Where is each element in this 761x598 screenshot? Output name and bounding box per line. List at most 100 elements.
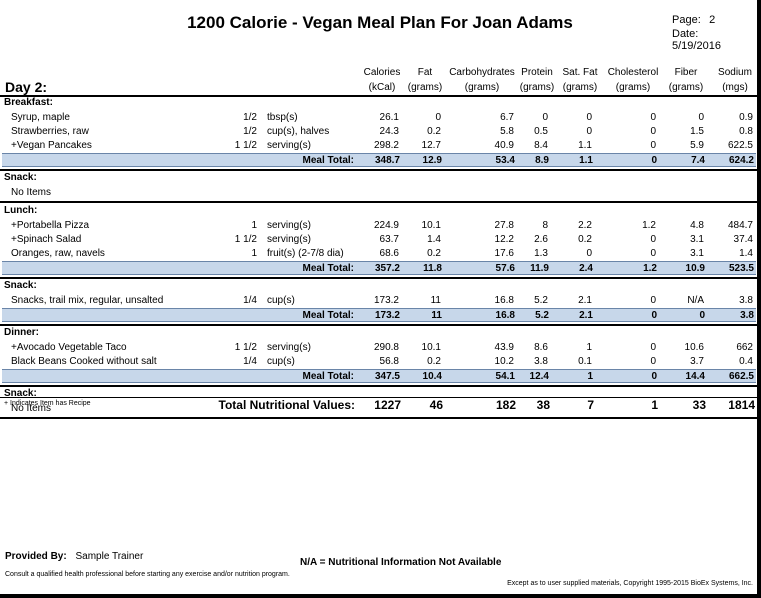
food-quantity: 1/2 (243, 126, 257, 137)
food-value: 10.6 (684, 342, 704, 353)
food-value: 56.8 (379, 356, 399, 367)
provided-value: Sample Trainer (75, 551, 144, 562)
column-header: Calories (kCal) (342, 65, 422, 95)
na-note: N/A = Nutritional Information Not Availa… (300, 557, 502, 568)
food-value: 0.2 (427, 356, 441, 367)
food-value: 68.6 (379, 248, 399, 259)
food-value: 3.7 (690, 356, 704, 367)
meal-section-label: Lunch: (4, 205, 38, 216)
food-item-row: +Portabella Pizza 1 serving(s) 224.9 10.1 27.… (0, 219, 757, 233)
column-header-top: Fat (417, 67, 433, 78)
meal-total-value: 1.2 (643, 263, 657, 274)
food-name: +Portabella Pizza (11, 220, 90, 231)
food-value: 0.8 (739, 126, 753, 137)
column-header-top: Carbohydrates (449, 67, 515, 78)
food-name: Snacks, trail mix, regular, unsalted (11, 295, 164, 306)
date-value: 5/19/2016 (672, 40, 721, 52)
meal-total-value: 2.1 (579, 310, 593, 321)
food-unit: cup(s) (267, 356, 295, 367)
meal-total-row: Meal Total: 173.2 11 16.8 5.2 2.1 0 0 3.8 (2, 308, 756, 322)
meal-total-value: 57.6 (495, 263, 515, 274)
food-quantity: 1 (251, 220, 257, 231)
page-value: 2 (709, 14, 716, 26)
food-value: 2.6 (534, 234, 548, 245)
meal-total-label: Meal Total: (302, 155, 354, 166)
meal-total-label: Meal Total: (302, 371, 354, 382)
food-value: 0 (650, 234, 656, 245)
food-quantity: 1 1/2 (234, 342, 257, 353)
food-value: 0.2 (427, 248, 441, 259)
food-value: 290.8 (373, 342, 399, 353)
column-header-unit: (grams) (519, 82, 555, 93)
food-value: 0.9 (739, 112, 753, 123)
food-value: 3.1 (690, 234, 704, 245)
food-value: 662 (736, 342, 753, 353)
food-value: 0 (586, 126, 592, 137)
meal-total-value: 16.8 (495, 310, 515, 321)
food-value: 2.1 (578, 295, 592, 306)
divider (0, 95, 757, 97)
meal-total-row: Meal Total: 347.5 10.4 54.1 12.4 1 0 14.4 662.5 (2, 369, 756, 383)
column-header-top: Protein (521, 67, 553, 78)
divider (0, 324, 757, 326)
divider (0, 201, 757, 203)
food-value: 17.6 (494, 248, 514, 259)
page-title: 1200 Calorie - Vegan Meal Plan For Joan … (187, 13, 573, 32)
food-value: 5.2 (534, 295, 548, 306)
food-value: 1.4 (427, 234, 441, 245)
food-unit: serving(s) (267, 220, 311, 231)
food-quantity: 1/4 (243, 356, 257, 367)
food-value: 24.3 (379, 126, 399, 137)
grand-total-value: 1 (651, 398, 658, 412)
food-quantity: 1/2 (243, 112, 257, 123)
divider (0, 169, 757, 171)
food-item-row: +Spinach Salad 1 1/2 serving(s) 63.7 1.4 12.2… (0, 233, 757, 247)
food-value: 37.4 (733, 234, 753, 245)
food-unit: fruit(s) (2-7/8 dia) (267, 248, 344, 259)
meal-total-value: 624.2 (728, 155, 754, 166)
food-value: 5.9 (690, 140, 704, 151)
meal-total-value: 5.2 (535, 310, 549, 321)
food-unit: cup(s), halves (267, 126, 330, 137)
food-value: 1.1 (578, 140, 592, 151)
column-header-top: Calories (363, 67, 401, 78)
copyright-note: Except as to user supplied materials, Co… (507, 580, 753, 587)
column-header-unit: (grams) (668, 82, 704, 93)
column-header-unit: (grams) (407, 82, 443, 93)
food-value: 3.8 (739, 295, 753, 306)
food-name: +Spinach Salad (11, 234, 82, 245)
food-value: 12.7 (421, 140, 441, 151)
column-header-unit: (mgs) (722, 82, 748, 93)
food-value: 0 (650, 140, 656, 151)
food-item-row: Oranges, raw, navels 1 fruit(s) (2-7/8 dia… (0, 247, 757, 261)
food-value: 8.6 (534, 342, 548, 353)
food-value: 0 (650, 126, 656, 137)
meal-total-value: 11.9 (530, 263, 549, 274)
food-value: 0 (586, 248, 592, 259)
food-value: 0.5 (534, 126, 548, 137)
meal-total-value: 0 (651, 310, 657, 321)
food-value: 484.7 (727, 220, 753, 231)
food-unit: tbsp(s) (267, 112, 298, 123)
meal-section-label: Snack: (4, 388, 37, 399)
meal-total-value: 348.7 (374, 155, 400, 166)
grand-total-value: 1814 (728, 398, 755, 412)
food-value: 1 (586, 342, 592, 353)
food-value: 0 (650, 112, 656, 123)
meal-total-value: 347.5 (374, 371, 400, 382)
page-date: Date: 5/19/2016 (672, 28, 757, 52)
grand-total-value: 33 (692, 398, 706, 412)
food-name: Syrup, maple (11, 112, 70, 123)
meal-total-value: 3.8 (740, 310, 754, 321)
meal-section-label: Snack: (4, 172, 37, 183)
column-header: Sat. Fat (grams) (540, 65, 620, 95)
no-items-text: No Items (11, 187, 52, 198)
recipe-note: + Indicates Item has Recipe (4, 400, 91, 407)
divider (0, 397, 757, 398)
food-item-row: +Vegan Pancakes 1 1/2 serving(s) 298.2 12.7 4… (0, 139, 757, 153)
column-header-unit: (kCal) (368, 82, 396, 93)
meal-total-row: Meal Total: 357.2 11.8 57.6 11.9 2.4 1.2 10.9 52… (2, 261, 756, 275)
food-value: 10.2 (494, 356, 514, 367)
meal-section-label: Dinner: (4, 327, 39, 338)
